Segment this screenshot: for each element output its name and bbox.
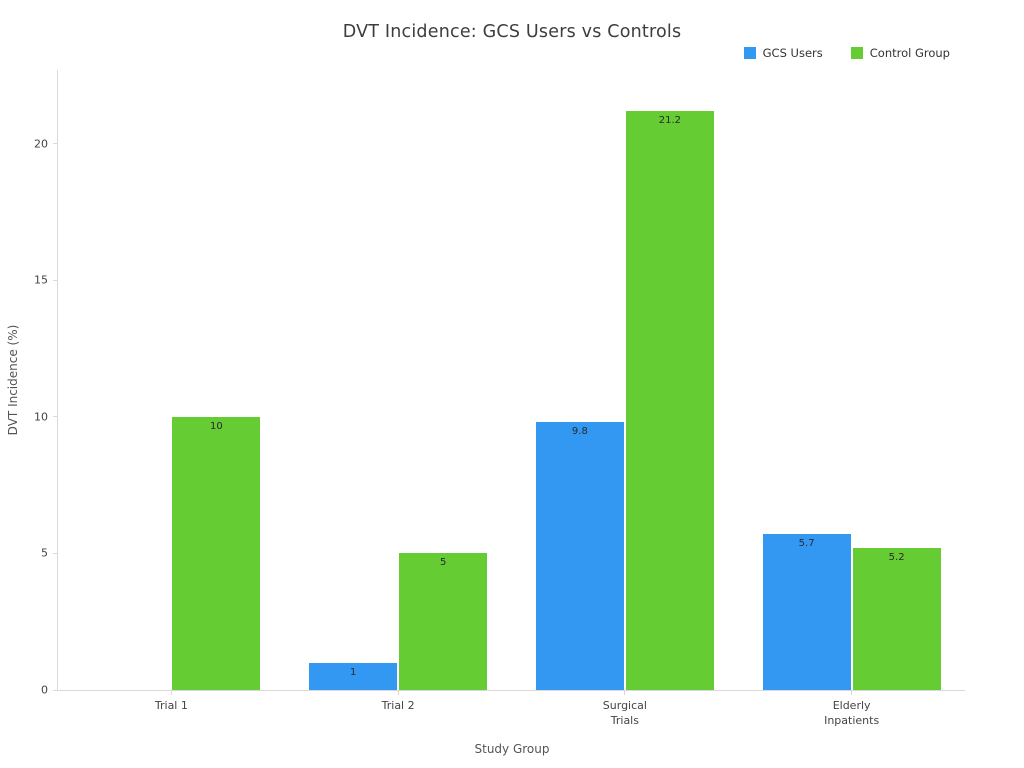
bar-gcs-users-elderly-inpatients: 5.7 [762,534,851,690]
x-tick-mark [624,690,626,695]
x-tick-label-trial-1: Trial 1 [154,699,188,712]
bar-value-label: 21.2 [658,114,681,126]
chart-title: DVT Incidence: GCS Users vs Controls [342,22,682,42]
bar-value-label: 5.2 [888,551,905,563]
y-tick-mark [53,143,58,145]
x-axis-title: Study Group [474,742,550,756]
y-tick-mark [53,279,58,281]
legend-item-gcs-users[interactable]: GCS Users [743,46,823,60]
x-tick-label-trial-2: Trial 2 [381,699,415,712]
y-axis-title: DVT Incidence (%) [6,324,20,436]
bar-control-group-trial-1: 10 [172,416,261,690]
bar-control-group-elderly-inpatients: 5.2 [852,547,941,690]
bar-value-label: 1 [349,666,357,678]
bar-gcs-users-surgical-trials: 9.8 [535,422,624,690]
y-tick-mark [53,416,58,418]
legend-label: GCS Users [762,46,823,60]
bar-control-group-trial-2: 5 [399,553,488,690]
plot-area: 0 5 10 15 20 Trial 1 10 Trial 2 1 5 Surgical Trial… [34,70,965,727]
legend-swatch-icon [850,47,863,59]
y-tick-label: 0 [41,683,48,697]
x-tick-label-surgical-trials: Surgical Trials [602,699,647,727]
x-tick-mark [397,690,399,695]
y-tick-mark [53,552,58,554]
bar-value-label: 10 [210,420,223,432]
y-tick-label: 15 [34,273,48,287]
y-tick-label: 5 [41,546,48,560]
x-tick-mark [851,690,853,695]
y-tick-mark [53,689,58,691]
bar-value-label: 5 [439,557,447,569]
legend-swatch-icon [743,47,756,59]
x-tick-mark [170,690,172,695]
bar-value-label: 5.7 [798,538,815,550]
y-tick-label: 20 [34,137,48,151]
bar-control-group-surgical-trials: 21.2 [625,110,714,690]
x-tick-label-elderly-inpatients: Elderly Inpatients [824,699,880,727]
legend-item-control-group[interactable]: Control Group [850,46,950,60]
legend-label: Control Group [869,46,950,60]
bar-gcs-users-trial-2: 1 [309,662,398,690]
bar-value-label: 9.8 [571,426,588,438]
y-tick-label: 10 [34,410,48,424]
legend: GCS Users Control Group [743,46,950,60]
